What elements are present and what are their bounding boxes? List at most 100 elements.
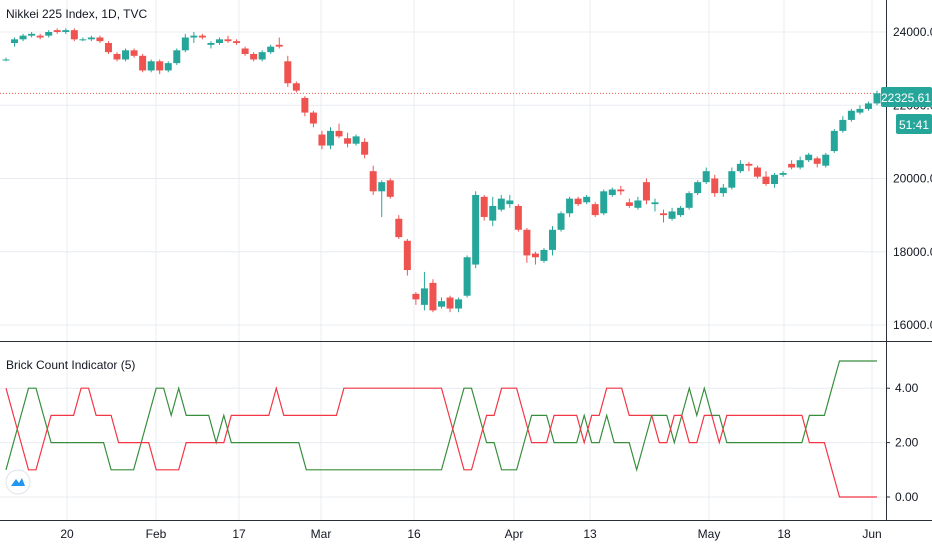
indicator-tick-label: 4.00 [895, 381, 919, 395]
candle-body [70, 30, 78, 40]
candle-body [429, 282, 437, 311]
candle-body [822, 154, 830, 166]
candle-body [796, 160, 804, 168]
candle-body [788, 163, 796, 168]
time-tick-label: 20 [60, 527, 74, 541]
candle [45, 30, 53, 38]
candle [352, 134, 360, 146]
candle-body [591, 204, 599, 216]
candle [96, 35, 104, 43]
candle [28, 32, 36, 38]
candle-body [130, 50, 138, 56]
price-tick-label: 18000.00 [893, 245, 932, 259]
time-tick-label: Jun [862, 527, 881, 541]
candle [361, 138, 369, 159]
candle-body [215, 39, 223, 43]
candle-body [318, 134, 326, 146]
candle-body [386, 180, 394, 197]
candle-body [497, 198, 505, 210]
candle [864, 101, 872, 111]
candle-body [267, 46, 275, 53]
candle-body [207, 42, 215, 45]
tradingview-logo[interactable] [5, 469, 31, 495]
candle-body [745, 163, 753, 166]
candle-body [856, 108, 864, 113]
candle [2, 57, 10, 62]
candle-body [87, 37, 95, 40]
candle-body [771, 174, 779, 184]
candle-body [292, 83, 300, 91]
candle-body [728, 171, 736, 188]
candle-body [540, 249, 548, 261]
candle-body [566, 198, 574, 214]
candle [386, 178, 394, 199]
candle-body [531, 253, 539, 258]
candle [668, 207, 676, 221]
candle [233, 39, 241, 45]
candle-body [344, 138, 352, 144]
candle-body [45, 32, 53, 36]
indicator-lines [5, 360, 877, 498]
candle-body [224, 39, 232, 42]
candle [608, 187, 616, 197]
candle-body [847, 110, 855, 120]
candle [395, 215, 403, 239]
countdown-badge [896, 114, 932, 134]
candle-body [668, 211, 676, 219]
candle-body [412, 293, 420, 300]
candle-body [438, 301, 445, 307]
candle [574, 196, 582, 206]
candle [412, 292, 420, 305]
candle [215, 37, 223, 45]
candle-body [122, 50, 130, 60]
candle [489, 196, 497, 227]
candle-body [301, 97, 309, 113]
candle [591, 202, 599, 217]
candle [335, 123, 343, 139]
candle-body [258, 52, 266, 60]
candle-body [326, 130, 334, 146]
candle [403, 238, 411, 276]
candle [53, 28, 61, 34]
candle-body [113, 53, 121, 60]
candle-body [813, 158, 821, 164]
last-price-badge [881, 87, 932, 107]
candle-body [455, 299, 463, 309]
candle-body [369, 171, 377, 192]
candle [745, 162, 753, 172]
candle-body [642, 182, 650, 201]
candle [62, 28, 70, 34]
candle [11, 37, 19, 47]
candle-body [549, 229, 557, 250]
candle [651, 198, 659, 212]
candle-body [284, 61, 292, 84]
candle-body [583, 196, 591, 203]
candle [190, 32, 198, 43]
candle [788, 160, 796, 170]
indicator-title: Brick Count Indicator (5) [6, 358, 135, 372]
candle [70, 28, 78, 42]
candle [139, 53, 147, 73]
candle-body [395, 218, 403, 238]
candle-body [873, 93, 881, 104]
candle-body [62, 30, 70, 32]
candle-body [514, 205, 522, 230]
candle-body [19, 35, 27, 40]
candle [873, 90, 881, 106]
candle-body [309, 112, 317, 124]
candle-body [574, 198, 582, 205]
green-count-line [5, 360, 877, 473]
price-tick-label: 16000.00 [893, 318, 932, 332]
candle-body [463, 257, 471, 296]
candle-body [378, 182, 386, 192]
time-tick-label: 18 [777, 527, 791, 541]
candle-body [762, 176, 770, 184]
candle [805, 152, 813, 163]
candle-body [11, 39, 19, 43]
candle-body [480, 196, 488, 217]
candle [566, 196, 574, 217]
price-tick-label: 24000.00 [893, 25, 932, 39]
candle-body [608, 189, 616, 195]
candle-body [164, 63, 172, 71]
